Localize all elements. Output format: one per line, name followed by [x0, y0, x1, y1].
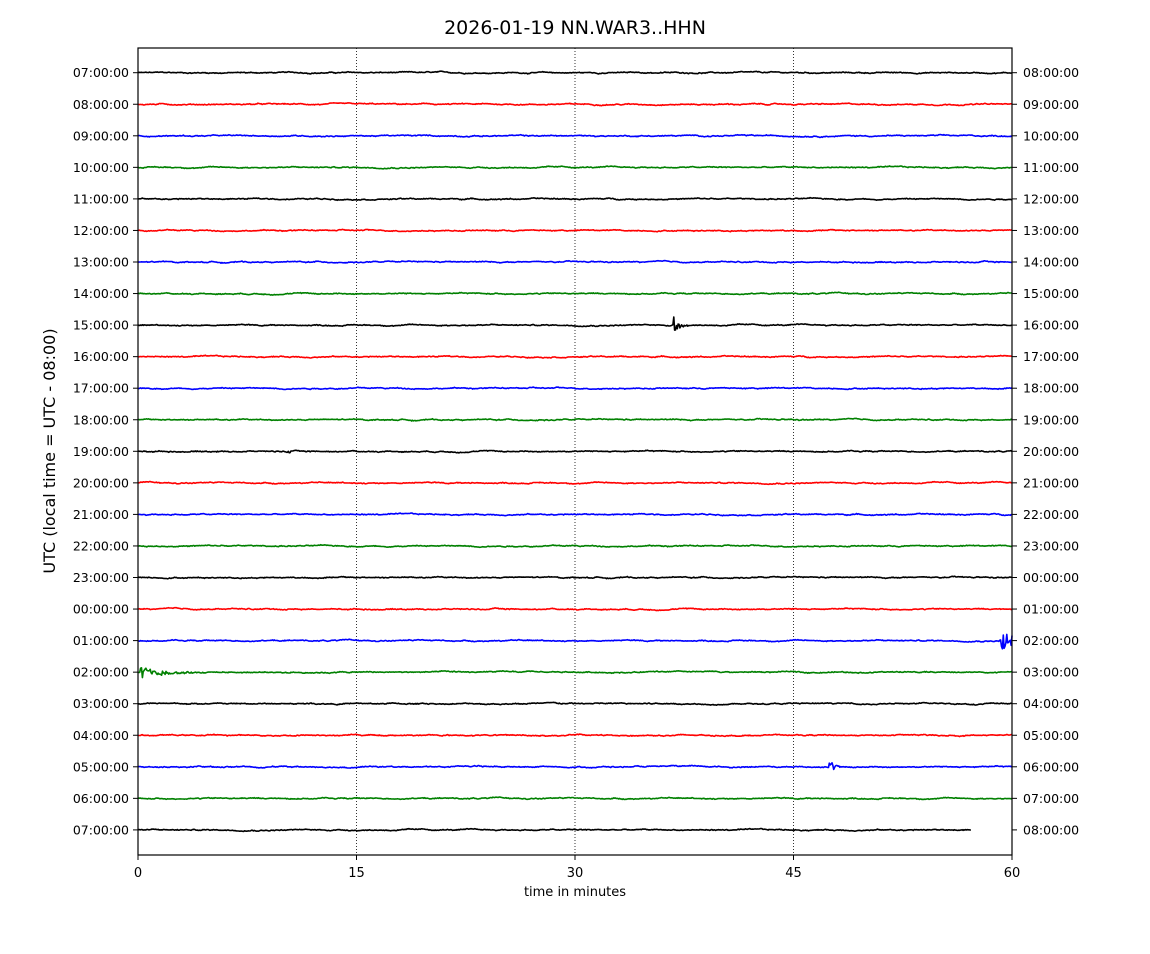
- trace-row-20: [137, 701, 1013, 707]
- right-time-label: 23:00:00: [1023, 538, 1079, 553]
- trace-row-11: [137, 417, 1013, 422]
- right-time-label: 11:00:00: [1023, 160, 1079, 175]
- right-time-label: 17:00:00: [1023, 349, 1079, 364]
- left-time-label: 00:00:00: [73, 602, 129, 617]
- left-time-label: 23:00:00: [73, 570, 129, 585]
- right-time-label: 19:00:00: [1023, 412, 1079, 427]
- right-time-label: 18:00:00: [1023, 381, 1079, 396]
- trace-row-22: [137, 761, 1013, 771]
- left-time-label: 09:00:00: [73, 128, 129, 143]
- x-tick-label: 15: [348, 866, 365, 881]
- trace-row-6: [137, 259, 1012, 265]
- right-time-label: 00:00:00: [1023, 570, 1079, 585]
- right-time-label: 22:00:00: [1023, 507, 1079, 522]
- left-time-label: 22:00:00: [73, 538, 129, 553]
- trace-row-24: [137, 827, 971, 833]
- left-time-label: 17:00:00: [73, 381, 129, 396]
- left-time-label: 03:00:00: [73, 696, 129, 711]
- right-time-label: 02:00:00: [1023, 633, 1079, 648]
- right-time-label: 14:00:00: [1023, 255, 1079, 270]
- left-time-label: 20:00:00: [73, 475, 129, 490]
- trace-row-2: [137, 133, 1013, 139]
- left-time-label: 16:00:00: [73, 349, 129, 364]
- right-time-label: 01:00:00: [1023, 602, 1079, 617]
- left-time-label: 15:00:00: [73, 318, 129, 333]
- right-time-label: 08:00:00: [1023, 822, 1079, 837]
- trace-row-9: [137, 354, 1013, 359]
- left-time-label: 05:00:00: [73, 759, 129, 774]
- x-axis-label: time in minutes: [524, 885, 626, 900]
- left-time-label: 18:00:00: [73, 412, 129, 427]
- left-time-label: 19:00:00: [73, 444, 129, 459]
- left-time-label: 07:00:00: [73, 65, 129, 80]
- trace-row-15: [137, 543, 1012, 549]
- left-time-label: 01:00:00: [73, 633, 129, 648]
- trace-row-5: [137, 228, 1013, 233]
- left-time-label: 11:00:00: [73, 191, 129, 206]
- left-time-label: 06:00:00: [73, 791, 129, 806]
- right-time-label: 16:00:00: [1023, 318, 1079, 333]
- trace-row-3: [137, 165, 1012, 170]
- left-time-label: 13:00:00: [73, 255, 129, 270]
- left-time-label: 04:00:00: [73, 728, 129, 743]
- x-tick-label: 0: [134, 866, 142, 881]
- trace-row-1: [137, 102, 1012, 107]
- trace-row-13: [137, 480, 1013, 486]
- right-time-label: 21:00:00: [1023, 475, 1079, 490]
- right-time-label: 07:00:00: [1023, 791, 1079, 806]
- left-time-label: 07:00:00: [73, 822, 129, 837]
- right-time-label: 15:00:00: [1023, 286, 1079, 301]
- left-time-label: 21:00:00: [73, 507, 129, 522]
- trace-row-14: [137, 512, 1013, 517]
- trace-row-17: [137, 606, 1013, 612]
- right-time-label: 12:00:00: [1023, 191, 1079, 206]
- right-time-label: 04:00:00: [1023, 696, 1079, 711]
- trace-row-0: [137, 70, 1013, 75]
- x-tick-label: 30: [567, 866, 584, 881]
- chart-title: 2026-01-19 NN.WAR3..HHN: [444, 17, 706, 39]
- trace-row-8: [137, 316, 1013, 331]
- right-time-label: 08:00:00: [1023, 65, 1079, 80]
- left-time-label: 08:00:00: [73, 97, 129, 112]
- left-time-label: 12:00:00: [73, 223, 129, 238]
- right-time-label: 09:00:00: [1023, 97, 1079, 112]
- trace-row-7: [137, 291, 1013, 296]
- right-time-label: 03:00:00: [1023, 665, 1079, 680]
- trace-row-23: [137, 796, 1013, 801]
- grid-lines: [356, 48, 794, 855]
- left-time-label: 02:00:00: [73, 665, 129, 680]
- right-time-label: 06:00:00: [1023, 759, 1079, 774]
- trace-row-12: [137, 449, 1013, 454]
- right-time-label: 13:00:00: [1023, 223, 1079, 238]
- y-axis-label: UTC (local time = UTC - 08:00): [40, 328, 59, 573]
- right-time-label: 20:00:00: [1023, 444, 1079, 459]
- trace-group: [137, 70, 1013, 833]
- axis-ticks: 07:00:00 08:00:00 08:00:00 09:00:00 09:00:00…: [73, 65, 1079, 881]
- trace-row-19: [137, 666, 1013, 679]
- trace-row-21: [138, 733, 1012, 738]
- trace-row-10: [137, 386, 1013, 391]
- left-time-label: 10:00:00: [73, 160, 129, 175]
- trace-row-18: [137, 633, 1013, 650]
- x-tick-label: 60: [1004, 866, 1021, 881]
- right-time-label: 10:00:00: [1023, 128, 1079, 143]
- right-time-label: 05:00:00: [1023, 728, 1079, 743]
- trace-row-16: [137, 575, 1012, 580]
- trace-row-4: [137, 196, 1013, 202]
- x-tick-label: 45: [785, 866, 802, 881]
- left-time-label: 14:00:00: [73, 286, 129, 301]
